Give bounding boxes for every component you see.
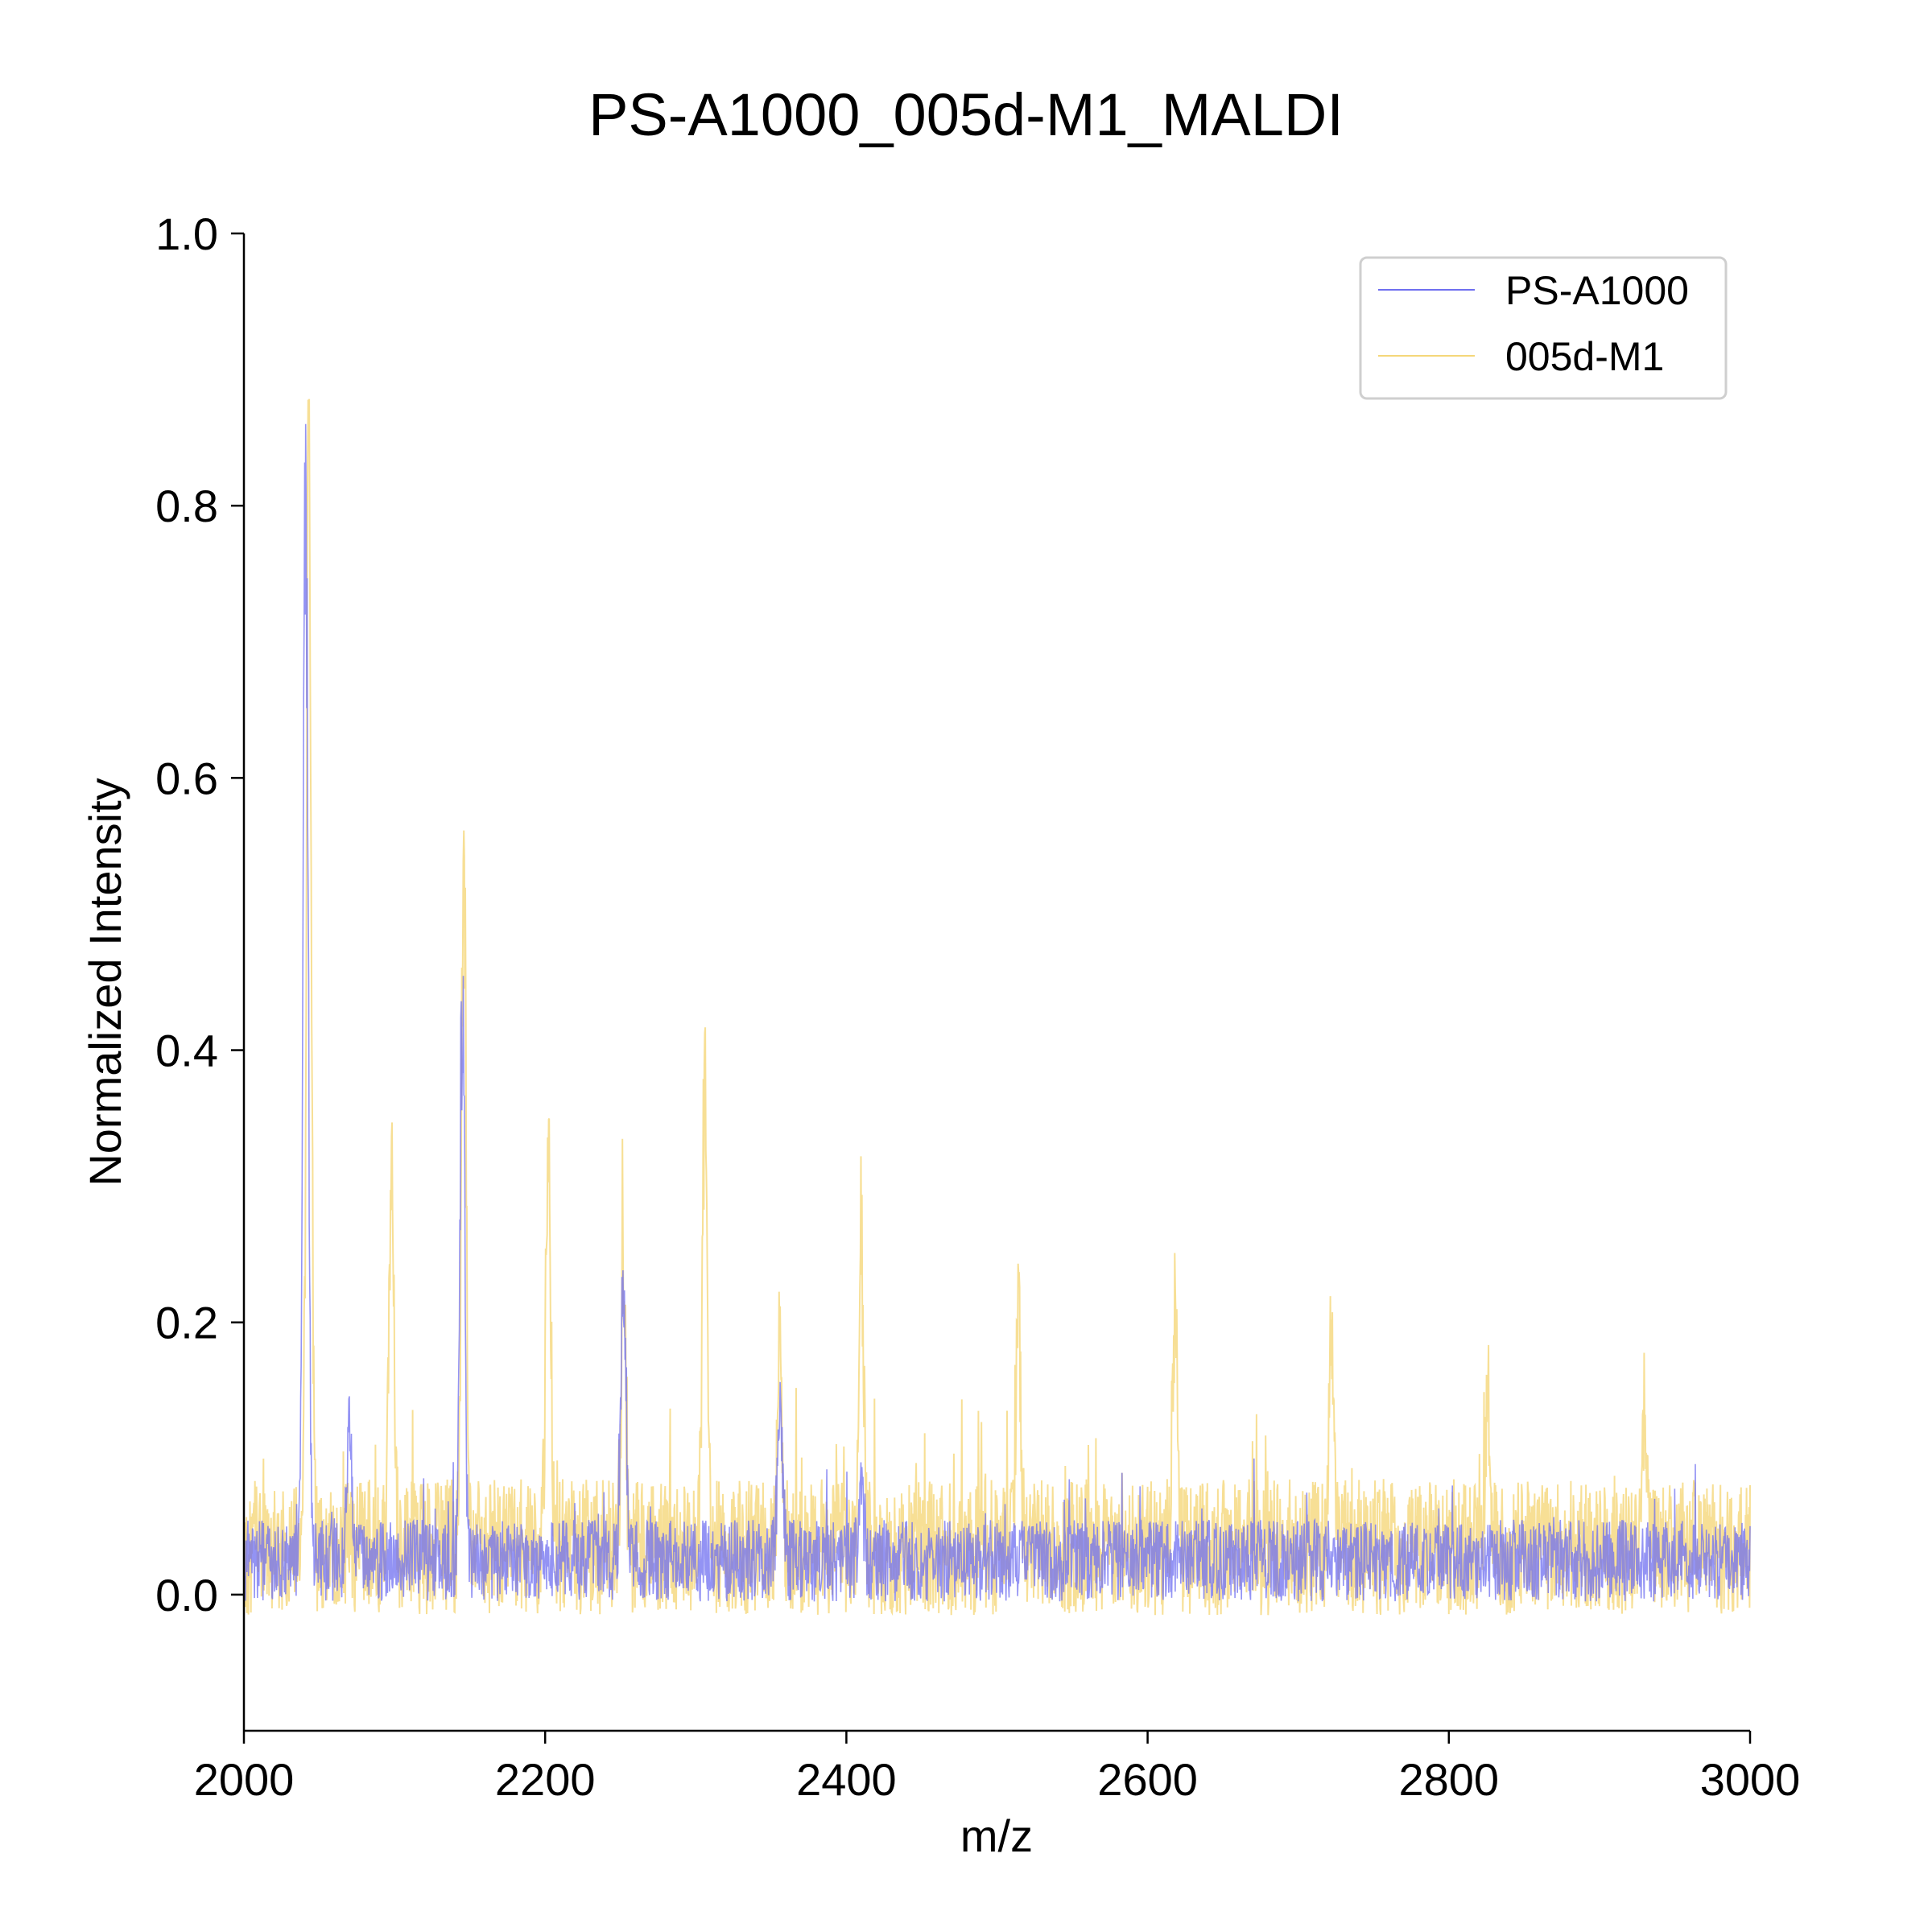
- x-axis-label: m/z: [960, 1810, 1033, 1861]
- x-tick-label: 2400: [796, 1754, 897, 1805]
- y-tick-label: 1.0: [155, 208, 218, 259]
- axes-layer: [242, 233, 1750, 1732]
- y-tick-label: 0.2: [155, 1298, 218, 1348]
- x-tick-label: 3000: [1700, 1754, 1801, 1805]
- legend-label-005d-m1: 005d-M1: [1505, 334, 1664, 379]
- x-tick-label: 2000: [194, 1754, 295, 1805]
- x-tick-label: 2600: [1097, 1754, 1198, 1805]
- ticks-layer: 2000 2200 2400 2600 2800 3000 0.0 0.2 0.4 0.6 0.8 1…: [155, 208, 1800, 1805]
- y-tick-label: 0.8: [155, 481, 218, 531]
- y-tick-label: 0.4: [155, 1026, 218, 1076]
- legend-box: [1359, 256, 1728, 400]
- y-axis-label: Normalized Intensity: [80, 778, 130, 1186]
- y-tick-label: 0.0: [155, 1570, 218, 1620]
- x-tick-label: 2200: [495, 1754, 596, 1805]
- y-tick-label: 0.6: [155, 753, 218, 803]
- series-line-005d-m1: [243, 398, 1751, 1616]
- legend-label-ps-a1000: PS-A1000: [1505, 268, 1689, 313]
- series-line-ps-a1000: [243, 423, 1751, 1602]
- series-layer: [243, 398, 1751, 1616]
- legend: PS-A1000 005d-M1: [1359, 256, 1728, 400]
- chart-title: PS-A1000_005d-M1_MALDI: [588, 81, 1344, 148]
- x-tick-label: 2800: [1399, 1754, 1500, 1805]
